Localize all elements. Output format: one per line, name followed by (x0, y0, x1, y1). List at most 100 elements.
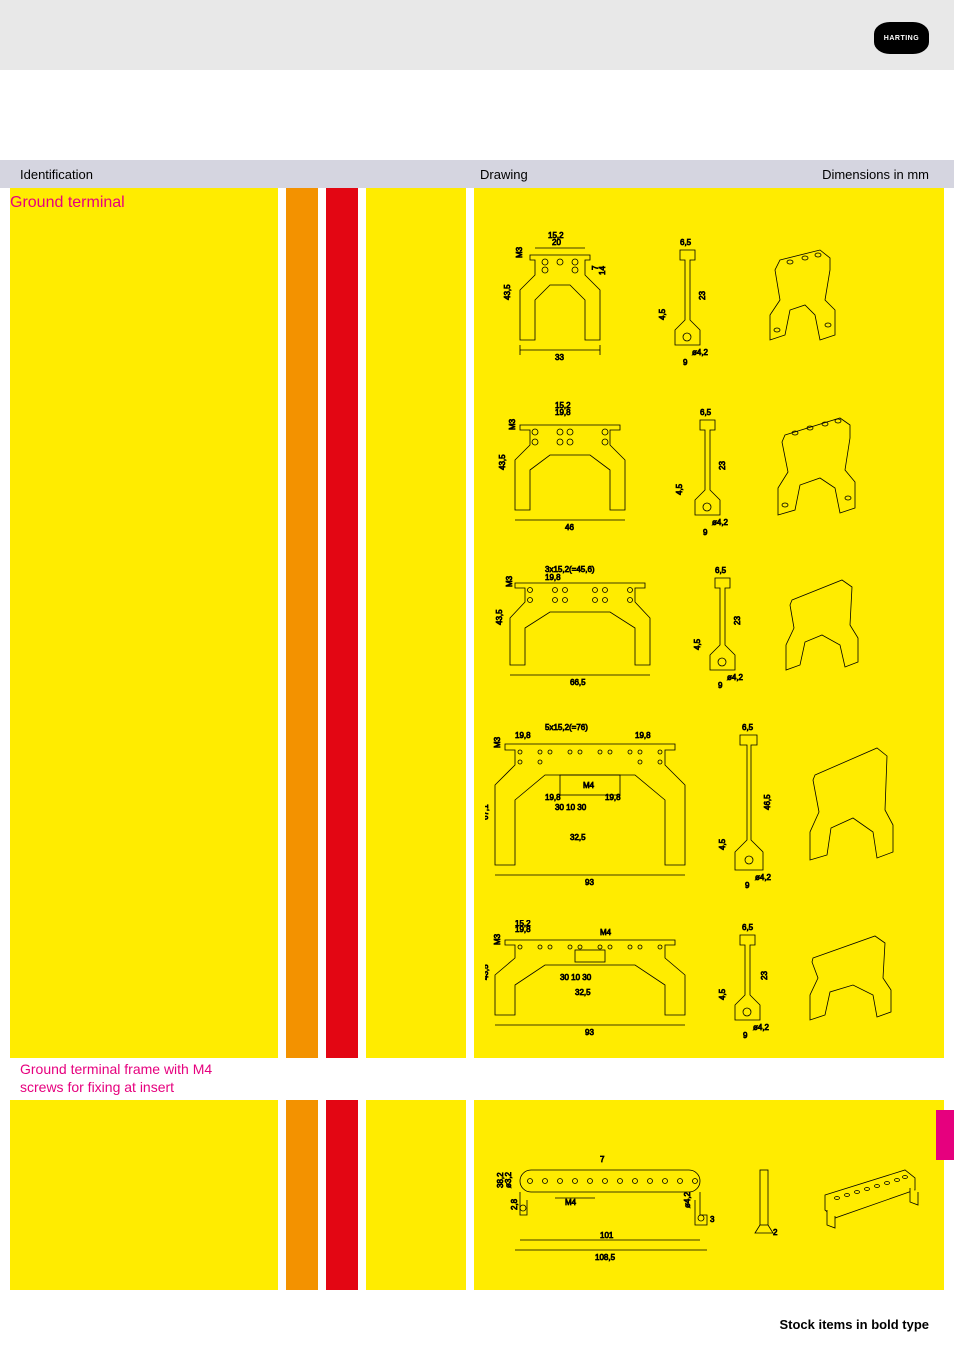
svg-text:M3: M3 (493, 736, 502, 748)
svg-text:33: 33 (555, 353, 564, 362)
svg-text:19,8: 19,8 (515, 731, 531, 740)
svg-text:43,5: 43,5 (503, 284, 512, 300)
svg-text:43,5: 43,5 (498, 454, 507, 470)
svg-text:9: 9 (745, 881, 750, 890)
svg-text:M3: M3 (493, 933, 502, 945)
svg-text:4,5: 4,5 (718, 838, 727, 850)
svg-text:9: 9 (743, 1031, 748, 1040)
drawing-3-front: 66,5 3x15,2(=45,6) 19,8 43,5 M3 (490, 560, 670, 690)
svg-text:67,1: 67,1 (485, 804, 490, 820)
drawing-2-iso (770, 410, 860, 530)
id-block-1: Ground terminal (10, 188, 278, 1058)
svg-text:2: 2 (773, 1228, 778, 1237)
svg-text:43,5: 43,5 (495, 609, 504, 625)
section-title-m4: Ground terminal frame with M4 screws for… (20, 1060, 212, 1096)
drawing-6-iso (815, 1160, 925, 1250)
svg-text:19,8: 19,8 (545, 793, 561, 802)
svg-text:19,8: 19,8 (605, 793, 621, 802)
svg-text:32,5: 32,5 (575, 988, 591, 997)
drawing-3-iso (780, 570, 860, 680)
section-title-ground: Ground terminal (10, 194, 278, 212)
svg-text:15,2: 15,2 (555, 401, 571, 410)
id-block-2 (10, 1100, 278, 1290)
svg-text:23: 23 (733, 616, 742, 625)
svg-text:66,5: 66,5 (570, 678, 586, 687)
drawing-row-3: 66,5 3x15,2(=45,6) 19,8 43,5 M3 6,5 23 ø… (490, 560, 860, 690)
drawing-1-iso (760, 240, 850, 360)
svg-text:6,5: 6,5 (742, 923, 754, 932)
orange-col-2 (286, 1100, 318, 1290)
svg-text:ø4,2: ø4,2 (692, 348, 709, 357)
drawing-2-front: 46 19,8 15,2 43,5 M3 (490, 400, 650, 540)
svg-text:30 10 30: 30 10 30 (555, 803, 587, 812)
top-banner: HARTING (0, 0, 954, 70)
svg-text:46: 46 (565, 523, 574, 532)
svg-text:7: 7 (600, 1155, 605, 1164)
orange-col-1 (286, 188, 318, 1058)
svg-text:ø3,2: ø3,2 (504, 1171, 513, 1188)
svg-text:M3: M3 (505, 575, 514, 587)
svg-text:ø4,2: ø4,2 (727, 673, 744, 682)
svg-text:M3: M3 (508, 418, 517, 430)
drawing-4-side: 6,5 46,5 ø4,2 4,5 9 (715, 720, 785, 890)
svg-text:4,5: 4,5 (693, 638, 702, 650)
drawing-1-side: 6,5 23 4,5 ø4,2 9 (650, 230, 740, 370)
drawing-3-side: 6,5 23 ø4,2 4,5 9 (690, 560, 760, 690)
svg-text:4,5: 4,5 (718, 988, 727, 1000)
svg-text:5x15,2(=76): 5x15,2(=76) (545, 723, 588, 732)
partno-block-1 (366, 188, 466, 1058)
header-identification: Identification (0, 167, 93, 182)
svg-text:32,5: 32,5 (570, 833, 586, 842)
drawing-row-1: 33 20 15,2 43,5 M3 14 7 6,5 23 4,5 ø4,2 … (490, 230, 850, 370)
header-dimensions: Dimensions in mm (822, 167, 929, 182)
drawing-row-2: 46 19,8 15,2 43,5 M3 6,5 23 ø4,2 9 4,5 (490, 400, 860, 540)
svg-text:4,5: 4,5 (675, 483, 684, 495)
svg-text:108,5: 108,5 (595, 1253, 616, 1262)
svg-text:19,8: 19,8 (635, 731, 651, 740)
svg-text:M3: M3 (515, 246, 524, 258)
logo-shape: HARTING (874, 22, 929, 54)
svg-text:6,5: 6,5 (715, 566, 727, 575)
header-drawing: Drawing (480, 167, 528, 182)
table-header: Identification Drawing Dimensions in mm (0, 160, 954, 188)
side-tab (936, 1110, 954, 1160)
drawing-4-iso (805, 740, 895, 870)
drawing-row-4: M4 93 5x15,2(=76) 19,8 19,8 67,1 M3 32,5… (485, 720, 895, 890)
drawing-5-front: M4 93 19,8 15,2 43,5 32,5 30 10 30 M3 (485, 920, 695, 1040)
svg-text:6,5: 6,5 (700, 408, 712, 417)
svg-text:M4: M4 (600, 928, 612, 937)
drawing-1-front: 33 20 15,2 43,5 M3 14 7 (490, 230, 630, 370)
svg-text:M4: M4 (565, 1198, 577, 1207)
brand-logo: HARTING (874, 22, 929, 54)
svg-text:23: 23 (760, 971, 769, 980)
svg-text:4,5: 4,5 (658, 308, 667, 320)
svg-text:M4: M4 (583, 781, 595, 790)
logo-text: HARTING (884, 35, 919, 42)
drawing-6-side: 2 (745, 1155, 795, 1255)
svg-text:9: 9 (718, 681, 723, 690)
svg-text:43,5: 43,5 (485, 964, 490, 980)
svg-text:15,2: 15,2 (548, 231, 564, 240)
svg-text:6,5: 6,5 (742, 723, 754, 732)
svg-text:6,5: 6,5 (680, 238, 692, 247)
drawing-5-iso (805, 930, 895, 1030)
svg-text:93: 93 (585, 1028, 594, 1037)
svg-text:15,2: 15,2 (515, 920, 531, 928)
svg-text:2,8: 2,8 (510, 1198, 519, 1210)
svg-text:19,8: 19,8 (545, 573, 561, 582)
drawing-4-front: M4 93 5x15,2(=76) 19,8 19,8 67,1 M3 32,5… (485, 720, 695, 890)
svg-text:9: 9 (703, 528, 708, 537)
svg-text:ø4,2: ø4,2 (683, 1191, 692, 1208)
svg-text:3: 3 (710, 1215, 715, 1224)
drawing-row-5: M4 93 19,8 15,2 43,5 32,5 30 10 30 M3 6,… (485, 920, 895, 1040)
red-col-2 (326, 1100, 358, 1290)
svg-text:ø4,2: ø4,2 (712, 518, 729, 527)
drawing-2-side: 6,5 23 ø4,2 9 4,5 (670, 400, 750, 540)
svg-text:9: 9 (683, 358, 688, 367)
drawing-row-6: M4 7 101 108,5 38,2 ø3,2 2,8 ø4,2 3 2 (495, 1140, 925, 1270)
svg-text:93: 93 (585, 878, 594, 887)
svg-text:23: 23 (718, 461, 727, 470)
drawing-5-side: 6,5 23 ø4,2 4,5 9 (715, 920, 785, 1040)
partno-block-2 (366, 1100, 466, 1290)
svg-text:46,5: 46,5 (763, 794, 772, 810)
